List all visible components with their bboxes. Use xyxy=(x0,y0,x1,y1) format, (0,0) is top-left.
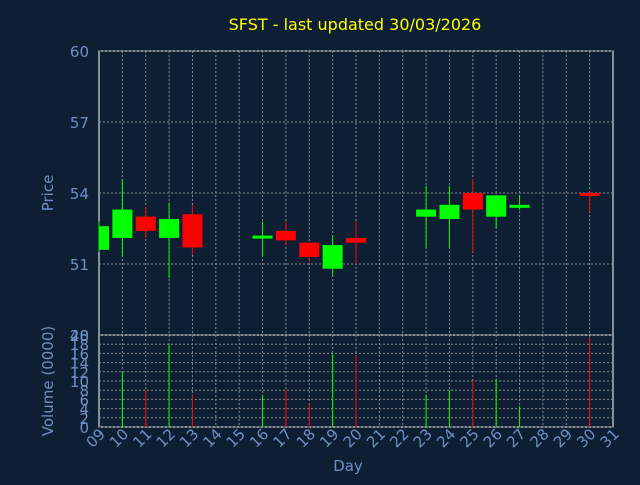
candle-body xyxy=(509,204,530,208)
volume-tick-label: 8 xyxy=(79,382,89,400)
candle-body xyxy=(275,230,296,241)
day-tick-label: 12 xyxy=(153,425,179,451)
volume-tick-label: 12 xyxy=(70,364,89,382)
day-tick-label: 22 xyxy=(386,425,412,451)
candle-body xyxy=(182,214,203,248)
volume-tick-label: 2 xyxy=(79,410,89,428)
price-tick-label: 54 xyxy=(70,185,89,203)
candle-body xyxy=(252,235,273,239)
price-tick-labels: 60 57 54 51 48 xyxy=(70,43,89,345)
day-tick-label: 18 xyxy=(293,425,319,451)
candle-body xyxy=(322,245,343,269)
day-tick-label: 21 xyxy=(363,425,389,451)
day-tick-label: 28 xyxy=(527,425,553,451)
day-tick-label: 15 xyxy=(223,425,249,451)
volume-tick-label: 10 xyxy=(70,373,89,391)
day-tick-label: 16 xyxy=(246,425,272,451)
day-tick-label: 24 xyxy=(433,425,459,451)
candle-body xyxy=(99,226,109,250)
candle-body xyxy=(135,216,156,231)
volume-tick-label: 16 xyxy=(70,345,89,363)
day-tick-label: 29 xyxy=(550,425,576,451)
price-tick-label: 48 xyxy=(70,327,89,345)
candle-body xyxy=(579,193,600,196)
candle-body xyxy=(416,209,437,217)
day-tick-label: 31 xyxy=(597,425,623,451)
price-tick-label: 57 xyxy=(70,114,89,132)
day-tick-label: 20 xyxy=(340,425,366,451)
candle-body xyxy=(112,209,133,238)
price-tick-label: 51 xyxy=(70,256,89,274)
day-tick-label: 19 xyxy=(316,425,342,451)
volume-tick-label: 4 xyxy=(79,401,89,419)
candle-body xyxy=(159,219,180,238)
candlesticks xyxy=(98,178,600,279)
candle-body xyxy=(439,204,460,220)
volume-tick-label: 20 xyxy=(70,327,89,345)
candle-body xyxy=(346,237,366,243)
volume-tick-label: 6 xyxy=(79,391,89,409)
volume-axis-label: Volume (0000) xyxy=(39,326,57,436)
day-tick-label: 17 xyxy=(270,425,296,451)
day-tick-label: 10 xyxy=(106,425,132,451)
day-tick-label: 25 xyxy=(456,425,482,451)
day-tick-label: 14 xyxy=(199,425,225,451)
candle-body xyxy=(462,193,483,210)
day-tick-label: 23 xyxy=(410,425,436,451)
price-axis-label: Price xyxy=(39,175,57,212)
day-tick-label: 27 xyxy=(503,425,529,451)
day-tick-labels: 0910111213141516171819202122232425262728… xyxy=(83,425,623,451)
day-tick-label: 11 xyxy=(129,425,155,451)
candle-body xyxy=(486,195,507,217)
candle-body xyxy=(299,242,320,257)
volume-tick-label: 14 xyxy=(70,355,89,373)
volume-tick-label: 0 xyxy=(79,419,89,437)
chart-title: SFST - last updated 30/03/2026 xyxy=(229,15,482,34)
day-tick-label: 13 xyxy=(176,425,202,451)
day-axis-label: Day xyxy=(333,457,363,475)
day-tick-label: 30 xyxy=(573,425,599,451)
day-tick-label: 26 xyxy=(480,425,506,451)
volume-tick-label: 18 xyxy=(70,336,89,354)
price-tick-label: 60 xyxy=(70,43,89,61)
volume-bars xyxy=(121,337,591,427)
